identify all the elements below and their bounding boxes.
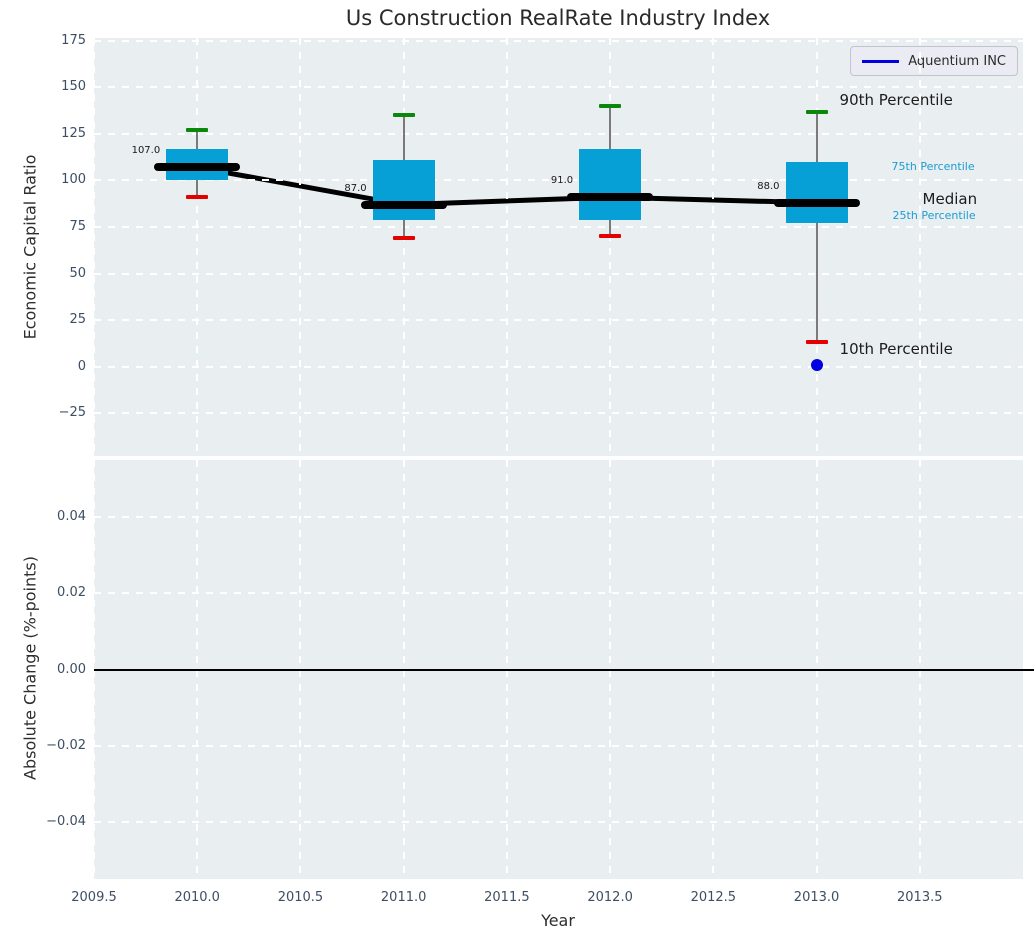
median-bar — [154, 163, 241, 172]
gridline-horizontal — [94, 319, 1023, 322]
gridline-horizontal — [94, 412, 1023, 415]
whisker-cap-10th — [805, 340, 828, 345]
gridline-horizontal — [94, 225, 1023, 228]
y-tick-label: 0.00 — [57, 661, 86, 677]
x-tick-label: 2010.0 — [174, 890, 220, 905]
y-tick-label: 100 — [61, 172, 86, 188]
x-tick-label: 2013.0 — [793, 890, 840, 905]
iqr-box — [579, 148, 642, 220]
annotation-75th-percentile: 75th Percentile — [891, 159, 975, 173]
whisker-cap-10th — [186, 195, 209, 200]
whisker-cap-90th — [599, 103, 622, 108]
y-tick-label: −25 — [58, 405, 86, 421]
y-tick-label: 50 — [69, 265, 86, 281]
whisker-line — [815, 111, 818, 343]
company-point — [810, 358, 823, 371]
y-tick-label: −0.02 — [46, 737, 86, 753]
gridline-vertical — [918, 38, 921, 456]
x-tick-label: 2010.5 — [277, 890, 324, 905]
x-tick-label: 2012.5 — [690, 890, 737, 905]
y-tick-label: 0 — [77, 358, 86, 374]
y-tick-label: −0.04 — [46, 813, 86, 829]
y-tick-label: 175 — [61, 32, 86, 48]
annotation-median: Median — [922, 189, 978, 208]
legend: Aquentium INC — [850, 46, 1018, 76]
zero-line — [94, 668, 1034, 671]
gridline-vertical — [505, 38, 508, 456]
figure-title: Us Construction RealRate Industry Index — [345, 6, 771, 30]
gridline-horizontal — [94, 39, 1023, 42]
gridline-vertical — [712, 38, 715, 456]
whisker-cap-90th — [186, 128, 209, 133]
x-tick-label: 2009.5 — [71, 890, 117, 905]
median-bar — [360, 200, 447, 209]
median-value-label: 107.0 — [131, 145, 161, 157]
median-value-label: 87.0 — [344, 182, 367, 194]
gridline-horizontal — [94, 132, 1023, 135]
y-tick-label: 25 — [69, 312, 86, 328]
legend-line-sample — [862, 59, 900, 63]
median-value-label: 88.0 — [757, 180, 780, 192]
gridline-vertical — [402, 38, 405, 456]
median-bar — [773, 198, 860, 207]
x-axis-label: Year — [541, 911, 575, 930]
y-tick-label: 0.02 — [57, 585, 86, 601]
gridline-horizontal — [94, 744, 1023, 747]
iqr-box — [372, 159, 435, 220]
annotation-25th-percentile: 25th Percentile — [892, 209, 976, 223]
annotation-90th-percentile: 90th Percentile — [839, 90, 953, 109]
x-tick-label: 2011.5 — [484, 890, 530, 905]
gridline-horizontal — [94, 272, 1023, 275]
annotation-10th-percentile: 10th Percentile — [839, 340, 953, 359]
whisker-cap-10th — [599, 234, 622, 239]
gridline-horizontal — [94, 516, 1023, 519]
y-tick-label: 125 — [61, 125, 86, 141]
x-tick-label: 2013.5 — [897, 890, 943, 905]
gridline-horizontal — [94, 820, 1023, 823]
gridline-vertical — [609, 38, 612, 456]
whisker-cap-90th — [392, 113, 415, 118]
x-tick-label: 2012.0 — [587, 890, 633, 905]
iqr-box — [785, 161, 848, 224]
whisker-cap-10th — [392, 236, 415, 241]
y-tick-label: 0.04 — [57, 509, 86, 525]
whisker-cap-90th — [805, 109, 828, 114]
y-tick-label: 75 — [69, 218, 86, 234]
x-tick-label: 2011.0 — [380, 890, 427, 905]
gridline-horizontal — [94, 179, 1023, 182]
y-tick-label: 150 — [61, 79, 86, 95]
gridline-horizontal — [94, 592, 1023, 595]
gridline-vertical — [299, 38, 302, 456]
median-value-label: 91.0 — [550, 175, 574, 187]
legend-label: Aquentium INC — [908, 53, 1006, 69]
top-axes: Aquentium INC 107.0 87.0 91.0 88.0 90th Perc… — [94, 38, 1023, 456]
gridline-vertical — [94, 38, 95, 456]
gridline-horizontal — [94, 86, 1023, 89]
gridline-vertical — [196, 38, 199, 456]
median-bar — [567, 193, 654, 202]
gridline-horizontal — [94, 365, 1023, 368]
